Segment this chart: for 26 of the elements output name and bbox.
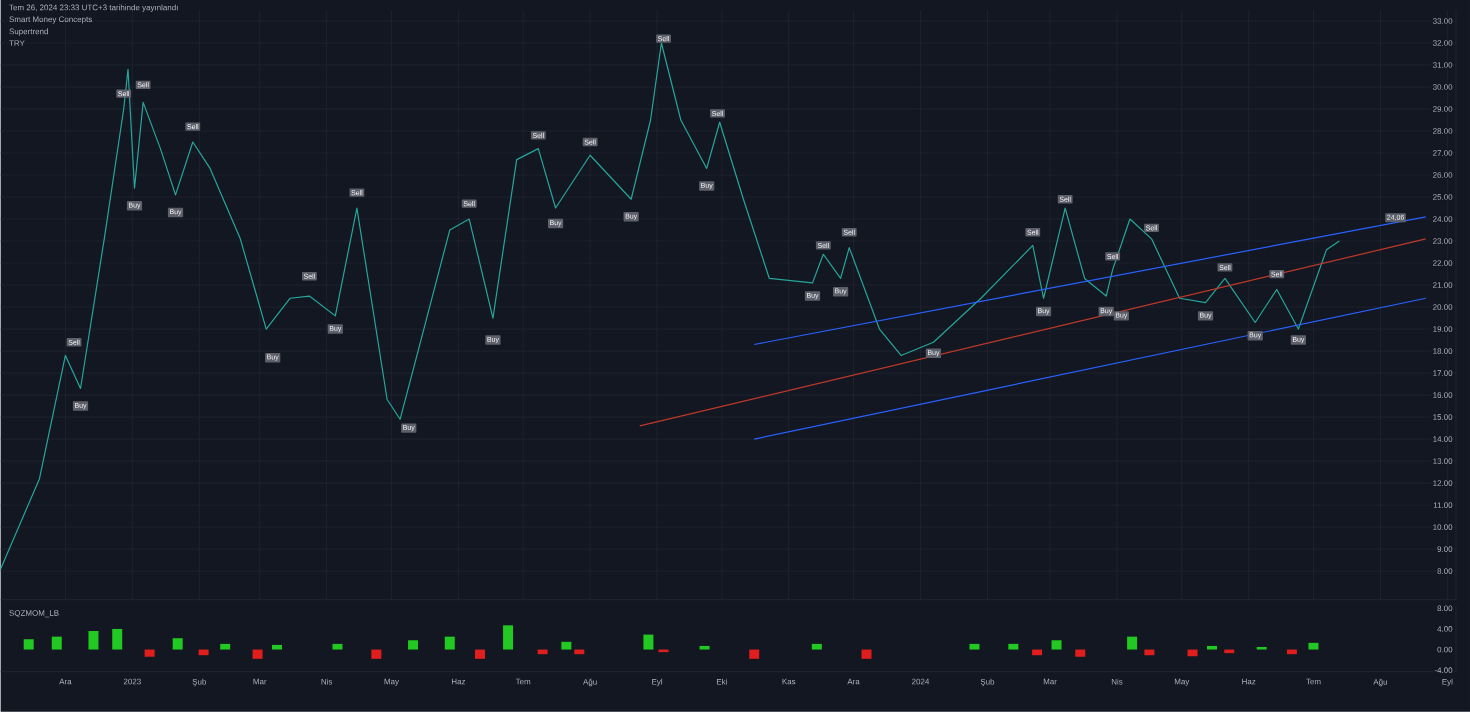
bar xyxy=(112,629,123,650)
bar xyxy=(643,634,654,650)
bar xyxy=(503,625,514,650)
bar xyxy=(220,644,231,650)
bar xyxy=(749,649,760,659)
bar xyxy=(51,636,62,650)
bar xyxy=(1051,640,1062,650)
bar xyxy=(252,649,263,659)
bar xyxy=(172,638,183,650)
bar xyxy=(23,639,34,650)
bar xyxy=(408,640,419,650)
bar xyxy=(474,649,485,659)
bar xyxy=(969,644,980,650)
bar xyxy=(1127,636,1138,650)
bar xyxy=(1187,649,1198,657)
bar xyxy=(561,641,572,650)
bar xyxy=(444,636,455,650)
bar xyxy=(1008,644,1019,650)
bar xyxy=(1075,649,1086,657)
bar xyxy=(88,631,99,650)
bar xyxy=(1308,643,1319,650)
bar xyxy=(371,649,382,659)
bar xyxy=(144,649,155,657)
bar xyxy=(861,649,872,659)
bar xyxy=(811,644,822,650)
bar xyxy=(332,644,343,650)
